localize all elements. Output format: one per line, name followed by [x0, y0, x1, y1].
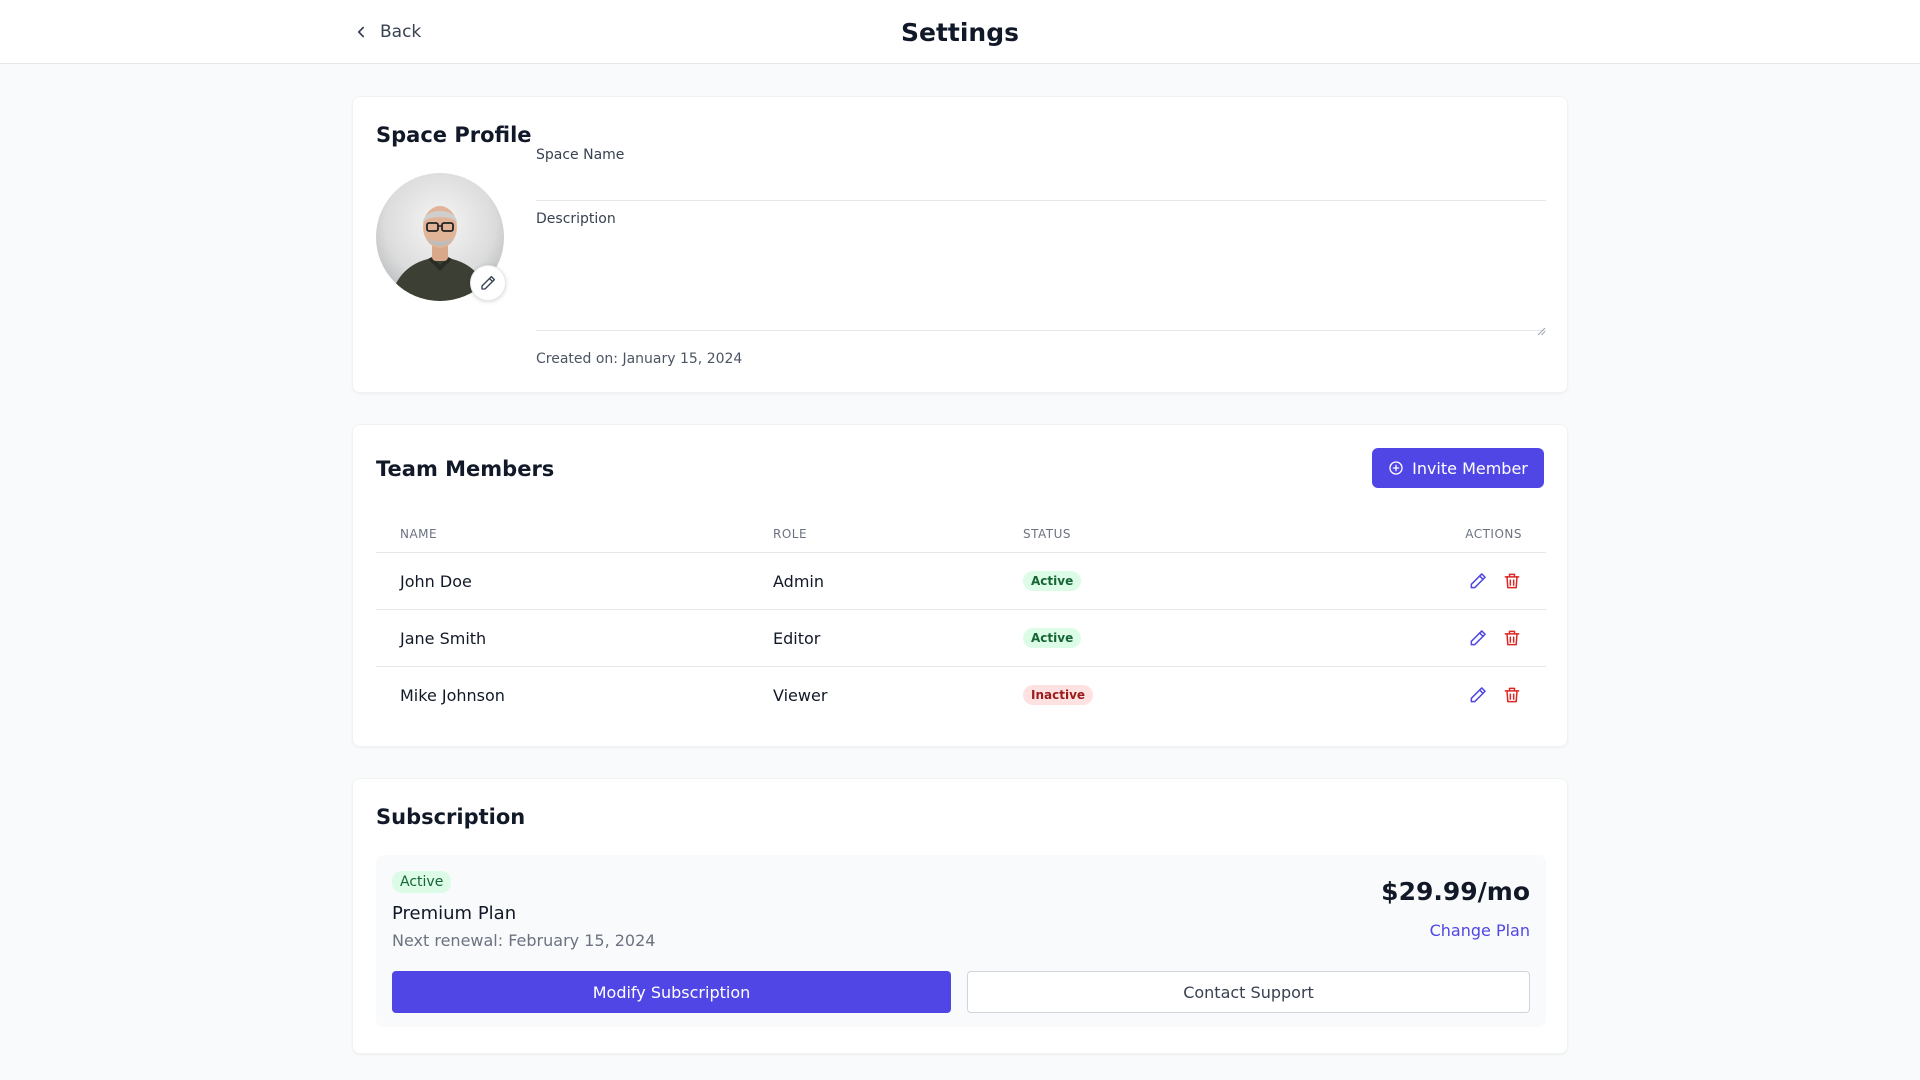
table-header: NAME ROLE STATUS ACTIONS: [376, 515, 1546, 553]
space-name-label: Space Name: [536, 147, 625, 163]
member-status-cell: Inactive: [1023, 667, 1094, 723]
edit-member-button[interactable]: [1468, 571, 1488, 591]
trash-icon: [1502, 628, 1522, 648]
pencil-icon: [1468, 685, 1488, 705]
space-name-input[interactable]: [536, 171, 1546, 201]
member-name: John Doe: [400, 571, 472, 591]
member-actions: [1468, 553, 1522, 609]
member-actions: [1468, 610, 1522, 666]
column-header-status[interactable]: STATUS: [1023, 527, 1072, 541]
table-row: John Doe Admin Active: [376, 553, 1546, 610]
delete-member-button[interactable]: [1502, 685, 1522, 705]
avatar-edit-button[interactable]: [470, 265, 506, 301]
back-label: Back: [380, 22, 422, 42]
contact-support-button[interactable]: Contact Support: [967, 971, 1530, 1013]
column-header-name[interactable]: NAME: [400, 527, 438, 541]
back-button[interactable]: Back: [352, 0, 421, 64]
plan-summary: Active Premium Plan Next renewal: Februa…: [376, 855, 1546, 1027]
resize-grip-icon[interactable]: [1537, 321, 1546, 336]
column-header-role[interactable]: ROLE: [773, 527, 808, 541]
delete-member-button[interactable]: [1502, 628, 1522, 648]
table-row: Mike Johnson Viewer Inactive: [376, 667, 1546, 724]
member-actions: [1468, 667, 1522, 723]
invite-member-label: Invite Member: [1412, 458, 1528, 478]
trash-icon: [1502, 571, 1522, 591]
pencil-icon: [1468, 628, 1488, 648]
invite-member-button[interactable]: Invite Member: [1372, 448, 1544, 488]
member-role: Viewer: [773, 685, 828, 705]
subscription-title: Subscription: [376, 805, 526, 829]
change-plan-link[interactable]: Change Plan: [1429, 921, 1530, 940]
status-badge: Inactive: [1023, 685, 1094, 705]
team-members-card: Team Members Invite Member NAME ROLE STA…: [352, 424, 1568, 747]
edit-member-button[interactable]: [1468, 685, 1488, 705]
plan-name: Premium Plan: [392, 903, 517, 924]
status-badge: Active: [1023, 571, 1082, 591]
plus-circle-icon: [1388, 460, 1404, 476]
team-members-title: Team Members: [376, 457, 555, 481]
member-name: Jane Smith: [400, 628, 487, 648]
description-input[interactable]: [536, 235, 1546, 331]
created-date: Created on: January 15, 2024: [536, 351, 743, 367]
avatar-wrapper: [376, 173, 506, 301]
space-profile-title: Space Profile: [376, 123, 532, 147]
chevron-left-icon: [352, 23, 370, 41]
delete-member-button[interactable]: [1502, 571, 1522, 591]
trash-icon: [1502, 685, 1522, 705]
description-label: Description: [536, 211, 616, 227]
member-status-cell: Active: [1023, 610, 1082, 666]
member-role: Admin: [773, 571, 824, 591]
renewal-date: Next renewal: February 15, 2024: [392, 931, 656, 950]
member-name: Mike Johnson: [400, 685, 505, 705]
member-status-cell: Active: [1023, 553, 1082, 609]
subscription-card: Subscription Active Premium Plan Next re…: [352, 778, 1568, 1054]
space-profile-card: Space Profile: [352, 96, 1568, 393]
modify-subscription-button[interactable]: Modify Subscription: [392, 971, 951, 1013]
edit-member-button[interactable]: [1468, 628, 1488, 648]
pencil-icon: [479, 274, 497, 292]
member-role: Editor: [773, 628, 821, 648]
subscription-status-badge: Active: [392, 871, 452, 893]
plan-price: $29.99/mo: [1381, 877, 1530, 906]
column-header-actions: ACTIONS: [1465, 527, 1522, 541]
table-row: Jane Smith Editor Active: [376, 610, 1546, 667]
members-table: NAME ROLE STATUS ACTIONS John Doe Admin …: [376, 515, 1546, 724]
status-badge: Active: [1023, 628, 1082, 648]
page-title: Settings: [900, 17, 1019, 47]
top-bar: Back Settings: [0, 0, 1920, 64]
pencil-icon: [1468, 571, 1488, 591]
